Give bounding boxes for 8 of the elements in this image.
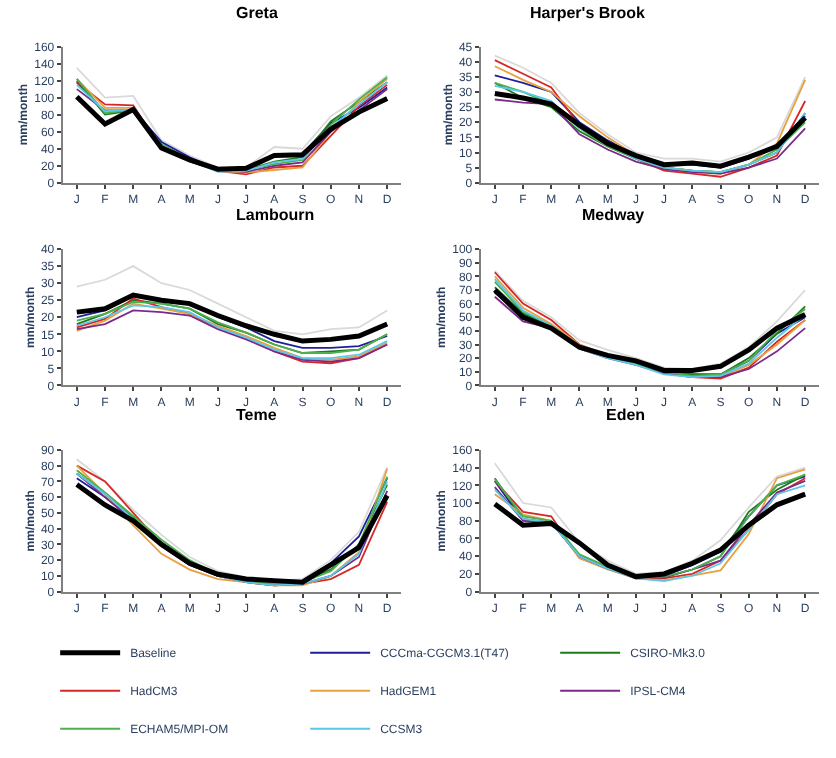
chart-title: Lambourn	[236, 206, 315, 224]
chart-title: Teme	[236, 406, 278, 424]
chart-title: Medway	[582, 206, 646, 224]
line-series	[75, 265, 389, 336]
line-series	[493, 54, 807, 163]
chart-title: Greta	[236, 4, 279, 22]
chart-title: Harper's Brook	[530, 4, 647, 22]
chart-title: Eden	[606, 406, 646, 424]
